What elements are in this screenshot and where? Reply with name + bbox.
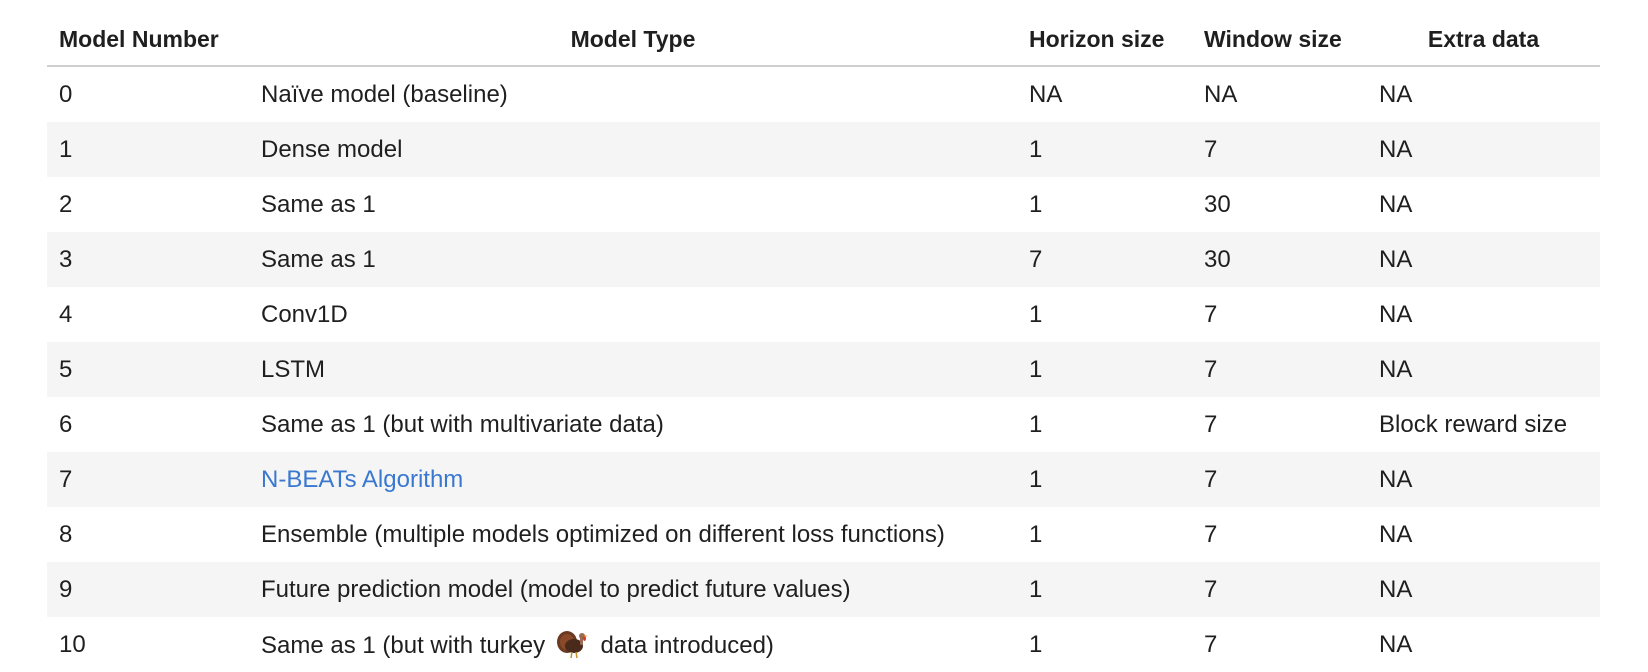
cell-model-number: 0 xyxy=(59,80,73,108)
header-horizon-size: Horizon size xyxy=(1017,14,1192,67)
cell-extra-data: NA xyxy=(1367,342,1600,397)
cell-horizon-size: 1 xyxy=(1029,630,1043,658)
cell-model-type: Future prediction model (model to predic… xyxy=(249,562,1017,617)
cell-model-type: Conv1D xyxy=(261,300,348,328)
cell-horizon-size: 1 xyxy=(1017,452,1192,507)
model-comparison-table: Model Number Model Type Horizon size Win… xyxy=(47,14,1600,672)
cell-model-type: Dense model xyxy=(249,122,1017,177)
table-row: 1 Dense model 1 7 NA xyxy=(47,122,1600,177)
table-row: 7 N-BEATs Algorithm 1 7 NA xyxy=(47,452,1600,507)
cell-model-type: Same as 1 (but with multivariate data) xyxy=(261,410,664,438)
cell-model-number: 3 xyxy=(47,232,249,287)
table-row: 5 LSTM 1 7 NA xyxy=(47,342,1600,397)
model-type-text-before: Same as 1 (but with turkey xyxy=(261,632,546,659)
header-window-size: Window size xyxy=(1192,14,1367,67)
cell-horizon-size: 1 xyxy=(1017,342,1192,397)
cell-model-number: 5 xyxy=(47,342,249,397)
cell-horizon-size: 1 xyxy=(1029,520,1043,548)
cell-extra-data: NA xyxy=(1379,80,1413,108)
cell-extra-data: NA xyxy=(1367,122,1600,177)
cell-horizon-size: 1 xyxy=(1017,122,1192,177)
cell-model-number: 6 xyxy=(59,410,73,438)
cell-model-type: Same as 1 xyxy=(249,232,1017,287)
cell-extra-data: NA xyxy=(1379,300,1413,328)
turkey-icon xyxy=(556,629,590,659)
cell-window-size: 30 xyxy=(1204,190,1231,218)
cell-model-type: Same as 1 (but with turkey xyxy=(249,617,1017,672)
table-row: 8 Ensemble (multiple models optimized on… xyxy=(47,507,1600,562)
cell-extra-data: NA xyxy=(1367,232,1600,287)
nbeats-algorithm-link[interactable]: N-BEATs Algorithm xyxy=(261,465,464,493)
cell-model-type: N-BEATs Algorithm xyxy=(249,452,1017,507)
table-row: 10 Same as 1 (but with turkey xyxy=(47,617,1600,672)
table-row: 4 Conv1D 1 7 NA xyxy=(47,287,1600,342)
cell-model-type: Ensemble (multiple models optimized on d… xyxy=(261,520,945,548)
cell-extra-data: NA xyxy=(1367,562,1600,617)
header-model-number: Model Number xyxy=(47,14,249,67)
cell-model-number: 7 xyxy=(47,452,249,507)
cell-window-size: 7 xyxy=(1204,520,1218,548)
cell-extra-data: NA xyxy=(1379,520,1413,548)
cell-window-size: 7 xyxy=(1192,562,1367,617)
header-extra-data: Extra data xyxy=(1367,14,1600,67)
cell-window-size: 7 xyxy=(1192,122,1367,177)
cell-window-size: 7 xyxy=(1204,410,1218,438)
cell-extra-data: NA xyxy=(1367,452,1600,507)
cell-model-type: LSTM xyxy=(249,342,1017,397)
cell-horizon-size: 7 xyxy=(1017,232,1192,287)
cell-extra-data: NA xyxy=(1379,190,1413,218)
cell-model-number: 4 xyxy=(59,300,73,328)
cell-horizon-size: 1 xyxy=(1029,190,1043,218)
cell-model-type: Same as 1 xyxy=(261,190,376,218)
cell-extra-data: Block reward size xyxy=(1379,410,1568,438)
cell-horizon-size: 1 xyxy=(1029,300,1043,328)
cell-window-size: 7 xyxy=(1204,630,1218,658)
cell-window-size: 7 xyxy=(1192,342,1367,397)
cell-model-number: 1 xyxy=(47,122,249,177)
cell-model-type: Naïve model (baseline) xyxy=(261,80,508,108)
cell-horizon-size: 1 xyxy=(1017,562,1192,617)
cell-window-size: 30 xyxy=(1192,232,1367,287)
cell-horizon-size: 1 xyxy=(1029,410,1043,438)
cell-model-number: 2 xyxy=(59,190,73,218)
table-row: 3 Same as 1 7 30 NA xyxy=(47,232,1600,287)
cell-window-size: 7 xyxy=(1192,452,1367,507)
table-row: 0 Naïve model (baseline) NA NA NA xyxy=(47,66,1600,122)
model-type-text-after: data introduced) xyxy=(600,632,774,659)
cell-window-size: NA xyxy=(1204,80,1238,108)
cell-model-number: 9 xyxy=(47,562,249,617)
header-model-type: Model Type xyxy=(249,14,1017,67)
table-header-row: Model Number Model Type Horizon size Win… xyxy=(47,14,1600,67)
cell-model-number: 10 xyxy=(59,630,86,658)
cell-model-number: 8 xyxy=(59,520,73,548)
table-row: 2 Same as 1 1 30 NA xyxy=(47,177,1600,232)
model-table-container: Model Number Model Type Horizon size Win… xyxy=(47,14,1600,672)
cell-extra-data: NA xyxy=(1379,630,1413,658)
table-row: 6 Same as 1 (but with multivariate data)… xyxy=(47,397,1600,452)
cell-horizon-size: NA xyxy=(1029,80,1063,108)
table-row: 9 Future prediction model (model to pred… xyxy=(47,562,1600,617)
cell-window-size: 7 xyxy=(1204,300,1218,328)
